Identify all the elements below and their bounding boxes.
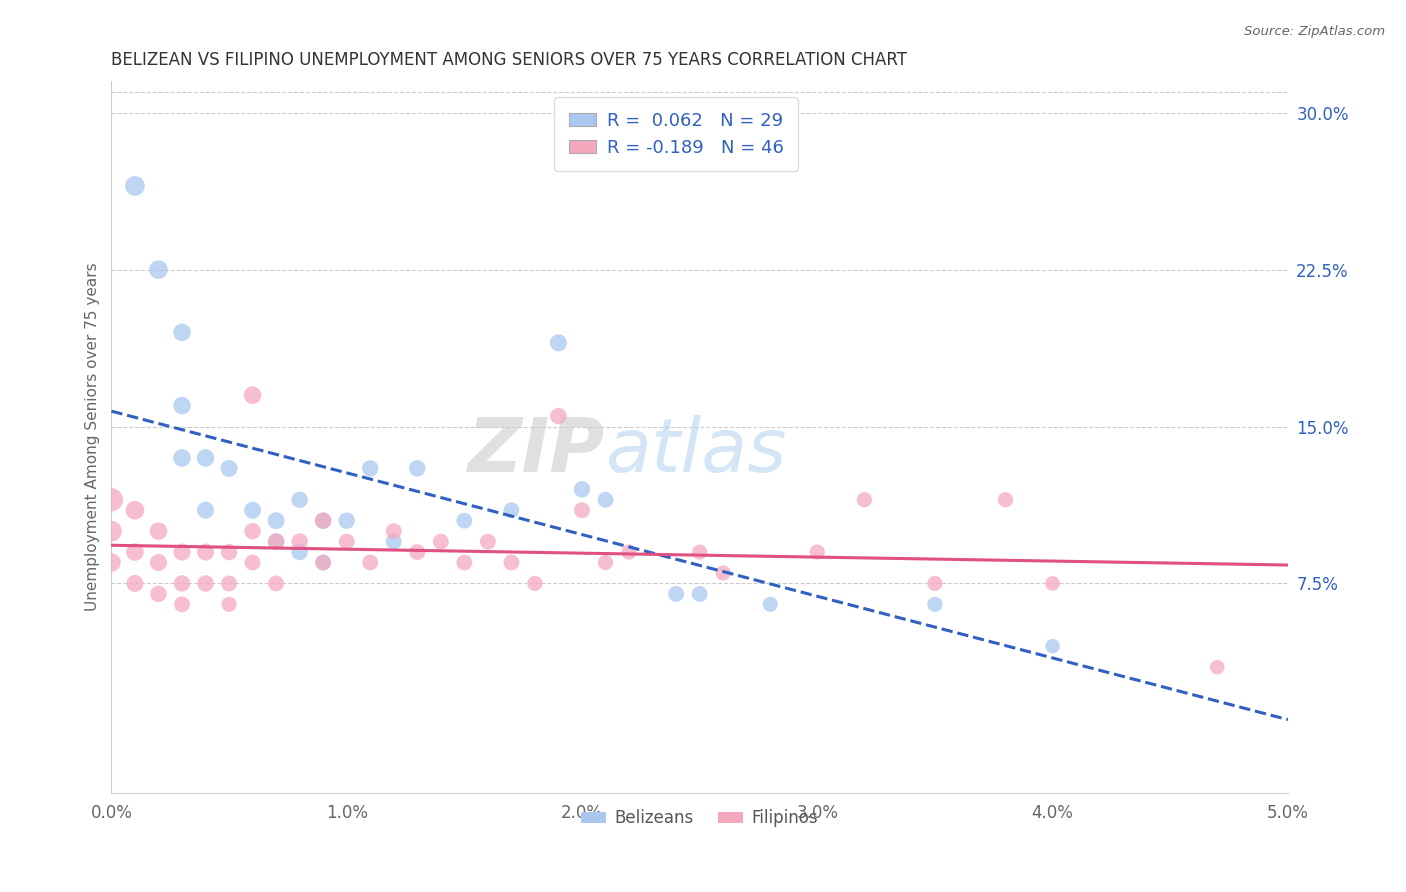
Point <box>406 461 429 475</box>
Y-axis label: Unemployment Among Seniors over 75 years: Unemployment Among Seniors over 75 years <box>86 262 100 611</box>
Point <box>312 514 335 528</box>
Point <box>148 524 170 538</box>
Point <box>312 514 335 528</box>
Text: BELIZEAN VS FILIPINO UNEMPLOYMENT AMONG SENIORS OVER 75 YEARS CORRELATION CHART: BELIZEAN VS FILIPINO UNEMPLOYMENT AMONG … <box>111 51 907 69</box>
Text: Source: ZipAtlas.com: Source: ZipAtlas.com <box>1244 25 1385 38</box>
Point <box>994 492 1017 507</box>
Point <box>711 566 734 580</box>
Point <box>264 534 287 549</box>
Point <box>312 556 335 570</box>
Point <box>359 461 381 475</box>
Point <box>170 399 193 413</box>
Point <box>100 524 122 538</box>
Point <box>547 409 569 423</box>
Point <box>806 545 828 559</box>
Point <box>924 598 946 612</box>
Point <box>124 545 146 559</box>
Point <box>547 335 569 350</box>
Point <box>124 576 146 591</box>
Point <box>264 534 287 549</box>
Point <box>382 524 405 538</box>
Point <box>689 545 711 559</box>
Text: atlas: atlas <box>606 416 787 487</box>
Point <box>617 545 640 559</box>
Point <box>1042 639 1064 653</box>
Point <box>288 545 311 559</box>
Point <box>170 576 193 591</box>
Point <box>242 556 264 570</box>
Point <box>382 534 405 549</box>
Point <box>100 556 122 570</box>
Point <box>242 524 264 538</box>
Point <box>242 503 264 517</box>
Point <box>148 262 170 277</box>
Point <box>288 492 311 507</box>
Point <box>595 492 617 507</box>
Point <box>124 178 146 193</box>
Point <box>312 556 335 570</box>
Point <box>501 503 523 517</box>
Point <box>170 598 193 612</box>
Point <box>453 514 475 528</box>
Point <box>194 545 217 559</box>
Point <box>1042 576 1064 591</box>
Point <box>124 503 146 517</box>
Point <box>477 534 499 549</box>
Point <box>1206 660 1229 674</box>
Point <box>595 556 617 570</box>
Point <box>264 576 287 591</box>
Point <box>170 450 193 465</box>
Point <box>453 556 475 570</box>
Point <box>218 598 240 612</box>
Point <box>218 576 240 591</box>
Point <box>406 545 429 559</box>
Point <box>242 388 264 402</box>
Point <box>336 514 359 528</box>
Text: ZIP: ZIP <box>468 415 606 488</box>
Point <box>759 598 782 612</box>
Point <box>359 556 381 570</box>
Point <box>100 492 122 507</box>
Point <box>194 576 217 591</box>
Point <box>336 534 359 549</box>
Point <box>288 534 311 549</box>
Point <box>148 587 170 601</box>
Point <box>501 556 523 570</box>
Point <box>170 326 193 340</box>
Point <box>689 587 711 601</box>
Point <box>523 576 546 591</box>
Point <box>853 492 876 507</box>
Point <box>194 503 217 517</box>
Point <box>924 576 946 591</box>
Point <box>218 545 240 559</box>
Point <box>170 545 193 559</box>
Point <box>430 534 453 549</box>
Point <box>194 450 217 465</box>
Legend: Belizeans, Filipinos: Belizeans, Filipinos <box>574 803 825 834</box>
Point <box>218 461 240 475</box>
Point <box>148 556 170 570</box>
Point <box>665 587 688 601</box>
Point <box>264 514 287 528</box>
Point <box>571 503 593 517</box>
Point <box>571 483 593 497</box>
